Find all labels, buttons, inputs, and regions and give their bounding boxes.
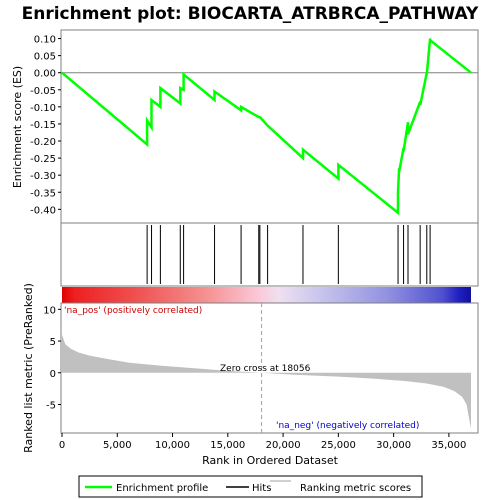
legend-frame [78, 475, 423, 498]
es-y-tick-label: 0.05 [34, 52, 56, 63]
zero-cross-label: Zero cross at 18056 [220, 364, 311, 374]
ranked-y-tick-label: 5 [50, 337, 56, 348]
hits-panel-frame [60, 222, 479, 287]
x-tick-label: 20,000 [266, 440, 301, 451]
legend: Enrichment profile Hits Ranking metric s… [78, 475, 423, 498]
es-y-tick-label: -0.10 [30, 103, 56, 114]
legend-label-hits: Hits [252, 483, 271, 494]
x-tick-label: 0 [59, 440, 65, 451]
pos-correlated-label: 'na_pos' (positively correlated) [64, 306, 202, 316]
es-y-tick-label: 0.00 [34, 69, 56, 80]
es-y-tick-label: -0.05 [30, 86, 56, 97]
x-tick-label: 35,000 [431, 440, 466, 451]
hits-markers [146, 225, 431, 284]
es-y-tick-label: -0.35 [30, 188, 56, 199]
es-y-tick-label: -0.25 [30, 154, 56, 165]
enrichment-profile-line [61, 38, 472, 216]
x-axis: 0 5,000 10,000 15,000 20,000 25,000 30,000 35,0… [59, 433, 466, 451]
neg-correlated-label: 'na_neg' (negatively correlated) [276, 421, 419, 431]
x-tick-label: 30,000 [376, 440, 411, 451]
es-y-tick-label: -0.40 [30, 205, 56, 216]
x-tick-label: 10,000 [155, 440, 190, 451]
es-y-tick-label: -0.15 [30, 120, 56, 131]
rank-color-bar [62, 287, 471, 303]
ranked-y-axis: 10 5 0 -5 [43, 305, 61, 411]
x-axis-label: Rank in Ordered Dataset [202, 454, 339, 467]
es-y-label: Enrichment score (ES) [11, 66, 24, 188]
es-y-tick-label: -0.20 [30, 137, 56, 148]
chart-title: Enrichment plot: BIOCARTA_ATRBRCA_PATHWA… [22, 4, 479, 24]
x-tick-label: 5,000 [103, 440, 132, 451]
es-y-tick-label: 0.10 [34, 35, 56, 46]
legend-label-enrichment: Enrichment profile [116, 483, 208, 494]
es-y-tick-label: -0.30 [30, 171, 56, 182]
ranked-y-label: Ranked list metric (PreRanked) [22, 283, 35, 453]
ranked-panel-frame [60, 302, 479, 434]
es-y-axis: 0.10 0.05 0.00 -0.05 -0.10 -0.15 -0.20 -0.25 -0.… [30, 35, 61, 216]
ranked-y-tick-label: -5 [46, 400, 56, 411]
ranked-y-tick-label: 0 [50, 369, 56, 380]
x-tick-label: 15,000 [210, 440, 245, 451]
legend-label-ranking: Ranking metric scores [300, 483, 411, 494]
x-tick-label: 25,000 [321, 440, 356, 451]
ranked-y-tick-label: 10 [43, 305, 56, 316]
